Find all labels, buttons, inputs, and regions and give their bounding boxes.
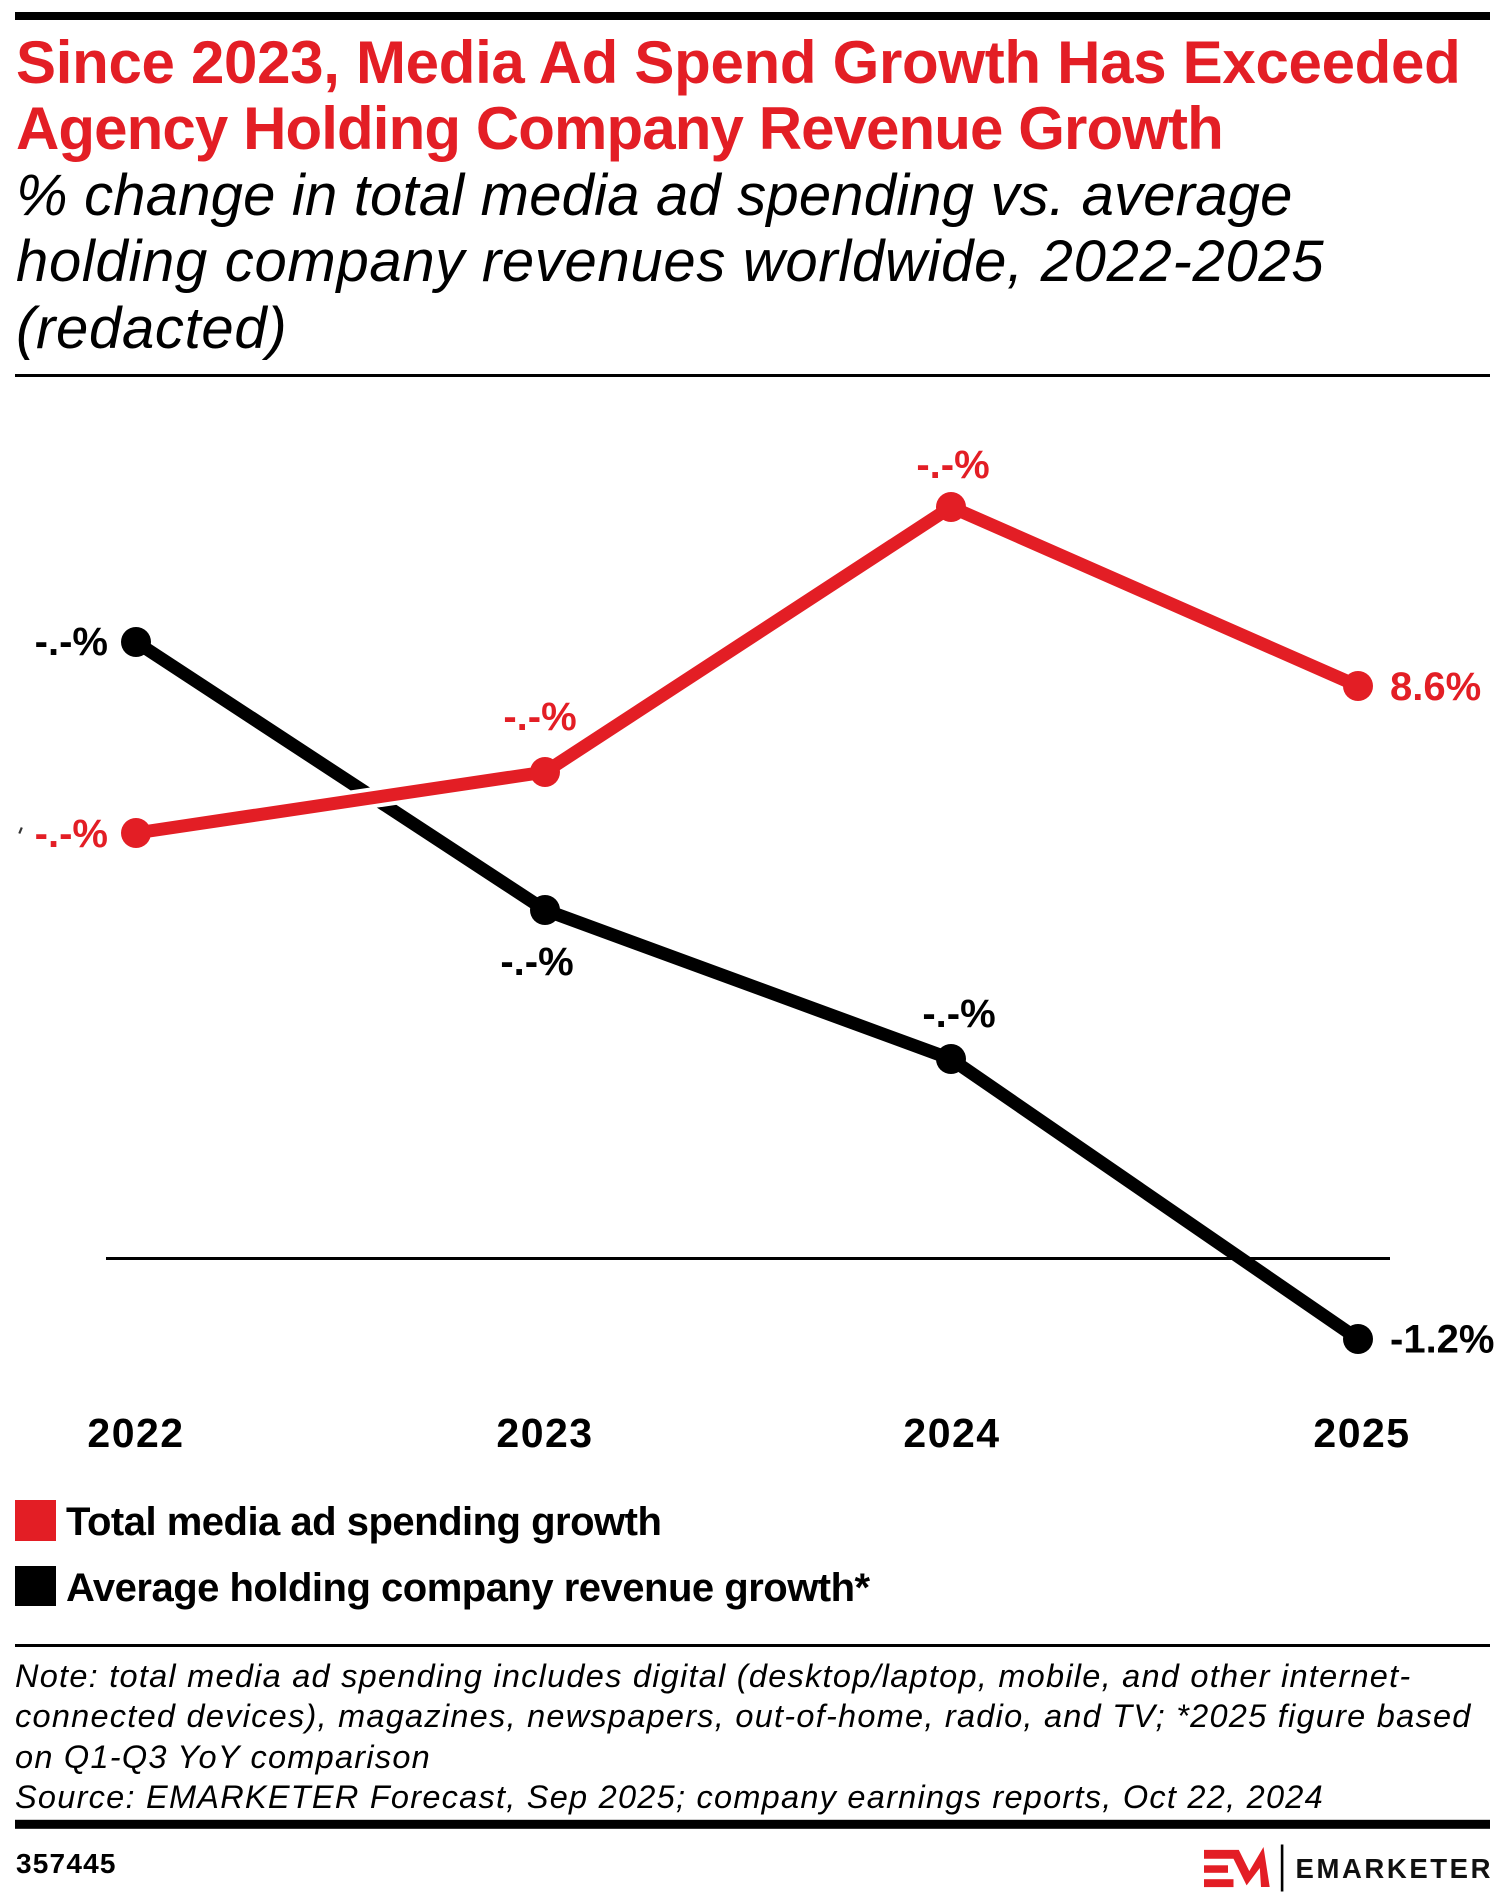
svg-text:EMARKETER: EMARKETER	[1296, 1853, 1494, 1884]
svg-text:2025: 2025	[1313, 1410, 1410, 1456]
svg-text:-1.2%: -1.2%	[1390, 1318, 1495, 1362]
svg-text:-.-%: -.-%	[35, 620, 108, 664]
svg-text:2023: 2023	[496, 1410, 593, 1456]
svg-text:2022: 2022	[87, 1410, 184, 1456]
svg-text:-.-%: -.-%	[503, 695, 576, 739]
svg-text:-.-%: -.-%	[35, 812, 108, 856]
svg-text:8.6%: 8.6%	[1390, 665, 1481, 709]
svg-text:-.-%: -.-%	[916, 443, 989, 487]
svg-text:-.-%: -.-%	[922, 992, 995, 1036]
svg-text:2024: 2024	[903, 1410, 1000, 1456]
svg-text:-.-%: -.-%	[500, 940, 573, 984]
